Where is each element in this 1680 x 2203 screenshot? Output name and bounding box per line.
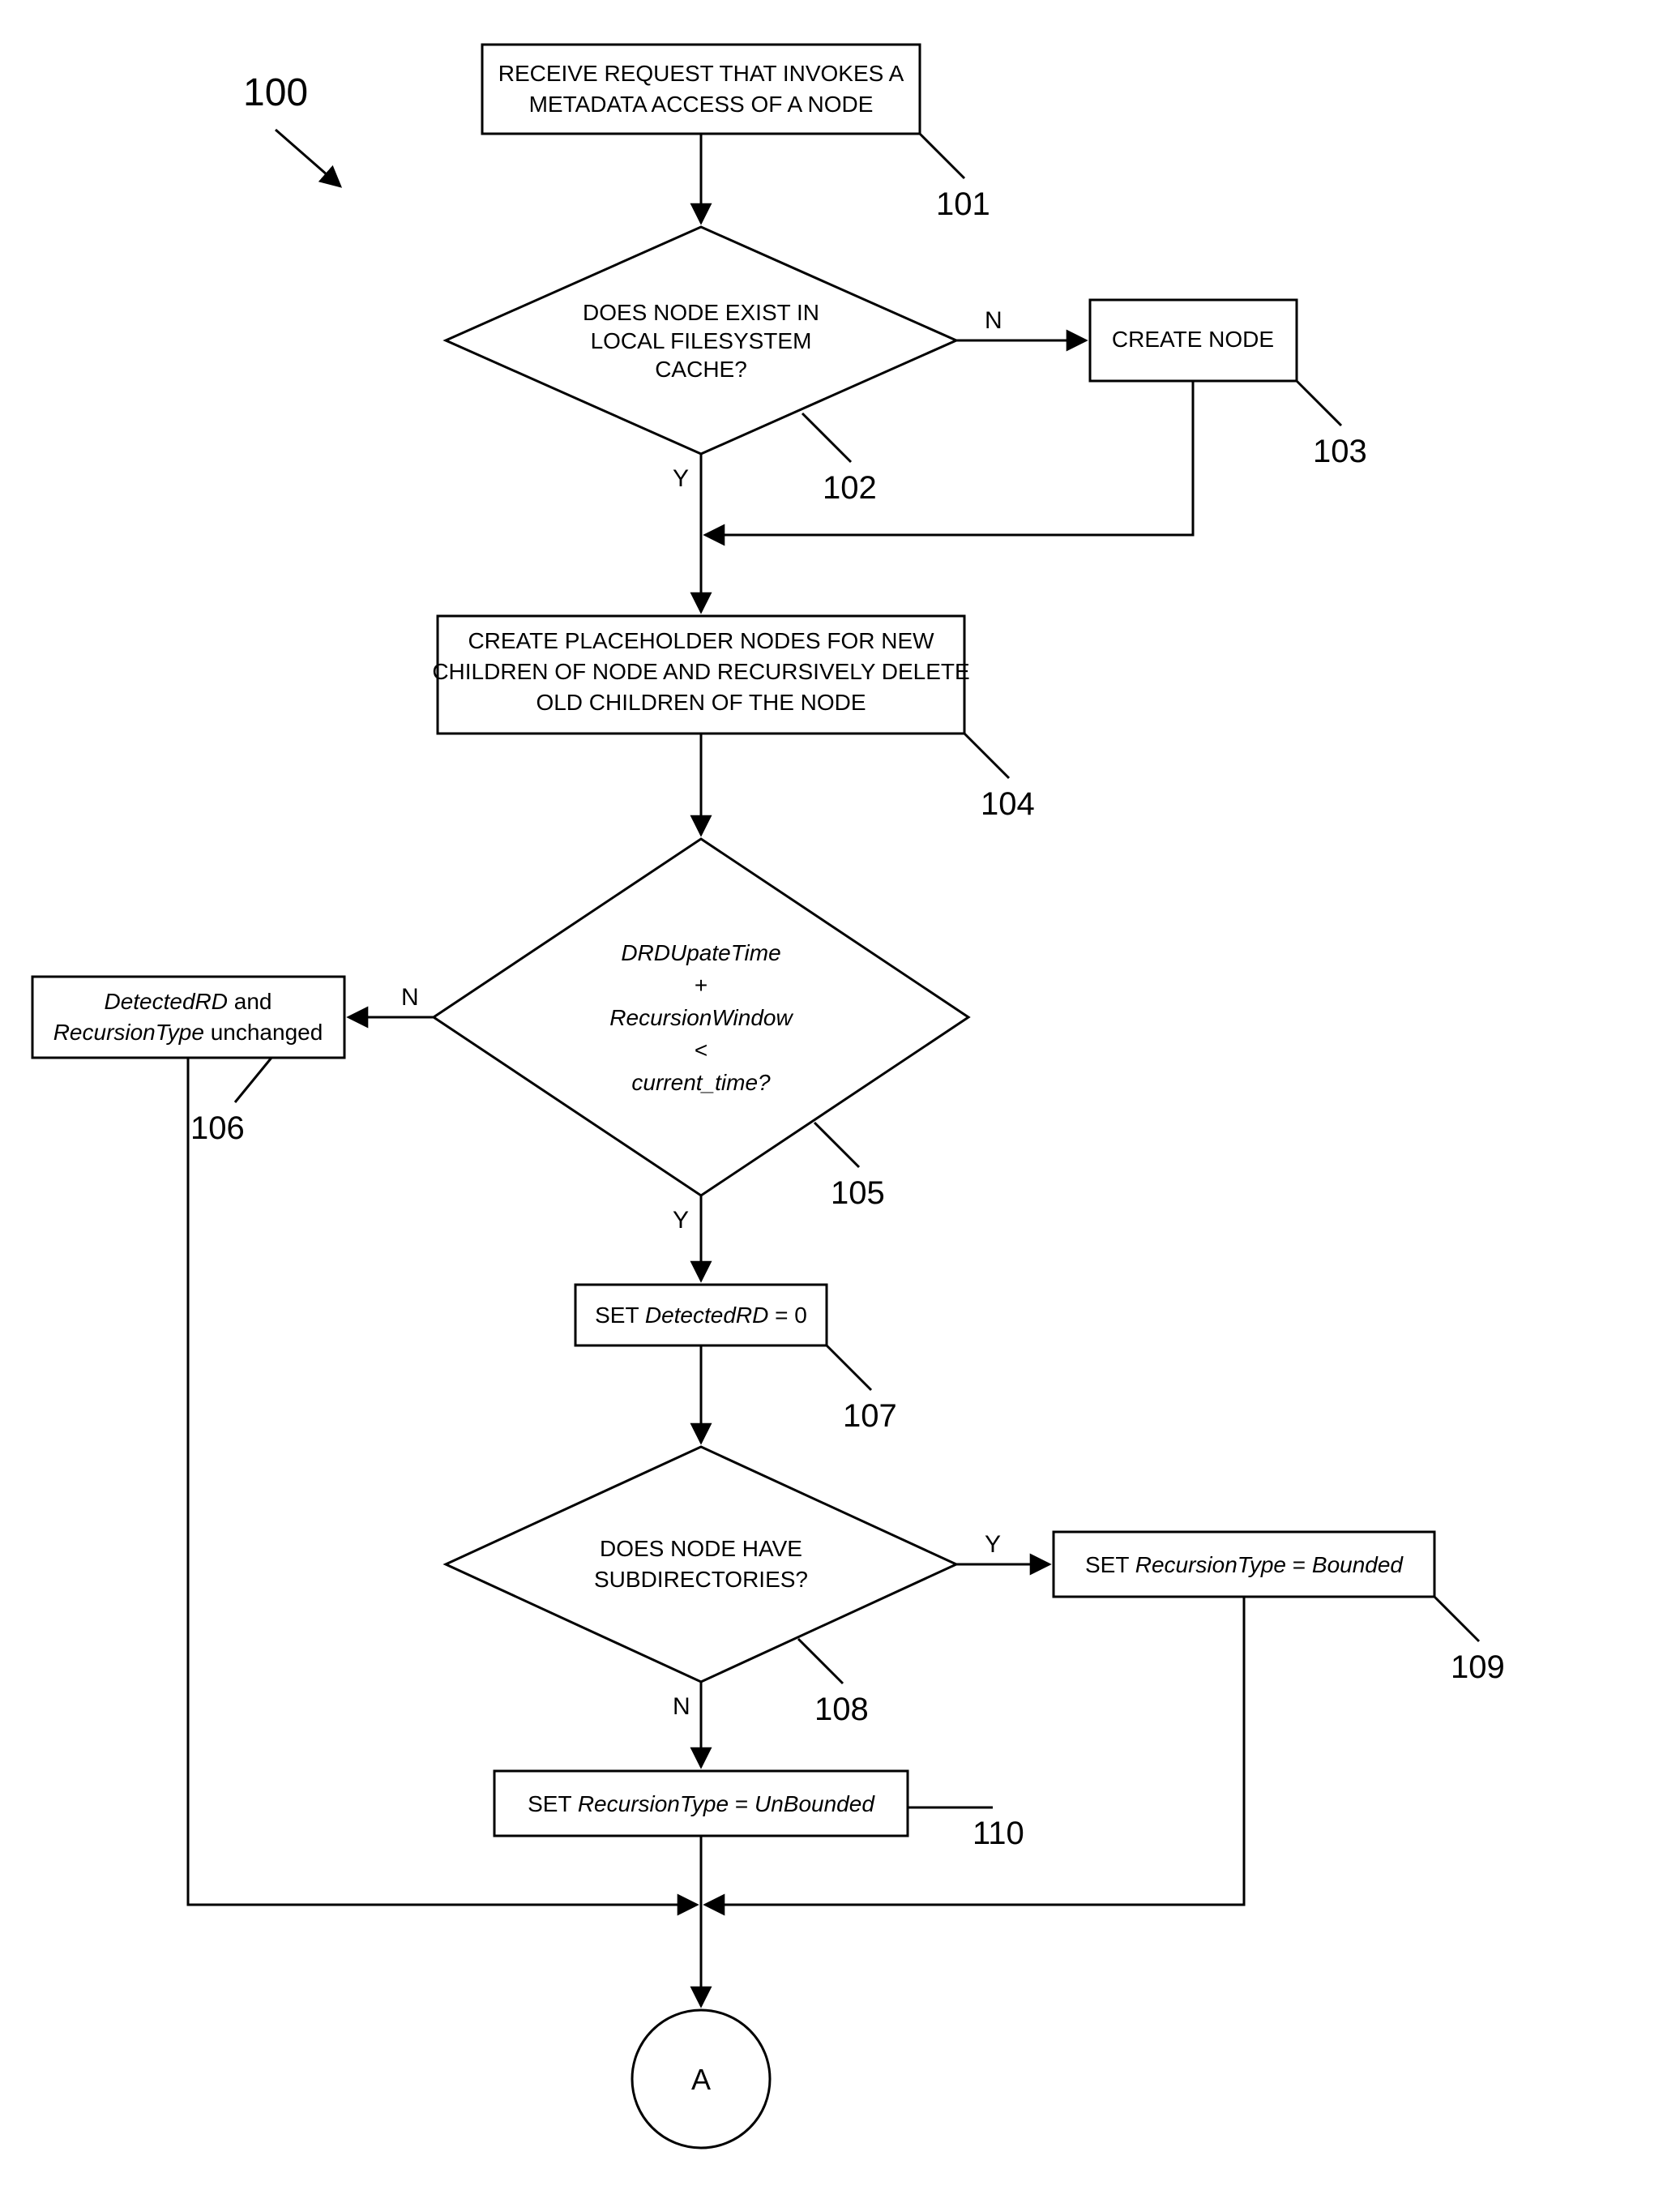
ref-leader-105 <box>814 1123 859 1167</box>
edge-102-104-label-y: Y <box>673 465 689 492</box>
node-102-line1: DOES NODE EXIST IN <box>583 300 819 325</box>
node-105-line3: RecursionWindow <box>609 1005 793 1030</box>
ref-label-108: 108 <box>814 1692 869 1727</box>
ref-leader-103 <box>1297 381 1341 426</box>
node-108-decision-subdirs: DOES NODE HAVE SUBDIRECTORIES? <box>446 1447 956 1682</box>
ref-label-106: 106 <box>190 1110 245 1146</box>
ref-label-109: 109 <box>1451 1649 1505 1685</box>
node-101-receive-request: RECEIVE REQUEST THAT INVOKES A METADATA … <box>482 45 920 134</box>
node-105-line1: DRDUpateTime <box>621 940 780 965</box>
ref-leader-107 <box>827 1345 871 1390</box>
ref-label-107: 107 <box>843 1398 897 1434</box>
node-104-line2: CHILDREN OF NODE AND RECURSIVELY DELETE <box>432 659 969 684</box>
node-108-line2: SUBDIRECTORIES? <box>594 1567 808 1592</box>
node-106-unchanged: DetectedRD and RecursionType unchanged <box>32 977 344 1058</box>
ref-label-110: 110 <box>973 1816 1024 1851</box>
ref-label-103: 103 <box>1313 434 1367 469</box>
node-108-line1: DOES NODE HAVE <box>600 1536 802 1561</box>
edge-108-110-label-n: N <box>673 1693 690 1720</box>
figure-number-label: 100 <box>243 71 308 114</box>
node-109-set-bounded: SET RecursionType = Bounded <box>1054 1532 1434 1597</box>
node-101-line1: RECEIVE REQUEST THAT INVOKES A <box>498 61 904 86</box>
ref-leader-106 <box>235 1058 271 1102</box>
node-104-create-placeholders: CREATE PLACEHOLDER NODES FOR NEW CHILDRE… <box>432 616 969 734</box>
node-109-text: SET RecursionType = Bounded <box>1085 1552 1404 1577</box>
node-105-line5: current_time? <box>631 1070 771 1095</box>
node-101-line2: METADATA ACCESS OF A NODE <box>529 92 874 117</box>
node-106-line1: DetectedRD and <box>104 989 271 1014</box>
node-107-set-detectedrd: SET DetectedRD = 0 <box>575 1285 827 1345</box>
node-107-text: SET DetectedRD = 0 <box>595 1303 807 1328</box>
node-105-decision-time: DRDUpateTime + RecursionWindow < current… <box>434 839 968 1196</box>
node-106-line2: RecursionType unchanged <box>53 1020 323 1045</box>
node-105-line2: + <box>695 973 707 998</box>
edge-105-107-label-y: Y <box>673 1207 689 1234</box>
node-105-line4: < <box>695 1037 707 1063</box>
figure-pointer-arrow <box>276 130 340 186</box>
connector-a-text: A <box>691 2063 711 2096</box>
ref-label-105: 105 <box>831 1175 885 1211</box>
edge-108-109-label-y: Y <box>985 1531 1001 1558</box>
node-102-line2: LOCAL FILESYSTEM <box>591 328 812 353</box>
ref-label-101: 101 <box>936 186 990 222</box>
node-104-line1: CREATE PLACEHOLDER NODES FOR NEW <box>468 628 934 653</box>
node-110-set-unbounded: SET RecursionType = UnBounded <box>494 1771 908 1836</box>
ref-leader-104 <box>964 734 1009 778</box>
node-110-text: SET RecursionType = UnBounded <box>528 1791 875 1816</box>
ref-leader-102 <box>802 413 851 462</box>
node-103-line1: CREATE NODE <box>1112 327 1274 352</box>
ref-leader-108 <box>798 1639 843 1683</box>
node-102-decision-cache: DOES NODE EXIST IN LOCAL FILESYSTEM CACH… <box>446 227 956 454</box>
ref-leader-101 <box>920 134 964 178</box>
edge-102-103-label-n: N <box>985 307 1002 334</box>
ref-label-104: 104 <box>981 786 1035 822</box>
connector-a: A <box>632 2010 770 2148</box>
edge-105-106-label-n: N <box>401 984 419 1011</box>
ref-label-102: 102 <box>823 470 877 506</box>
ref-leader-109 <box>1434 1597 1479 1641</box>
node-103-create-node: CREATE NODE <box>1090 300 1297 381</box>
node-104-line3: OLD CHILDREN OF THE NODE <box>536 690 866 715</box>
node-102-line3: CACHE? <box>655 357 747 382</box>
